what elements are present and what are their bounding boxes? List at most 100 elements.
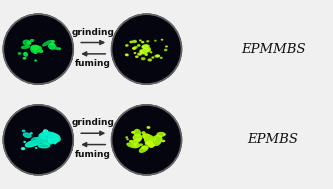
Circle shape xyxy=(143,132,145,133)
Ellipse shape xyxy=(3,14,73,84)
Text: EPMMBS: EPMMBS xyxy=(241,43,305,56)
Circle shape xyxy=(142,42,144,43)
Ellipse shape xyxy=(34,47,38,53)
Ellipse shape xyxy=(49,45,57,49)
Circle shape xyxy=(126,137,127,138)
Circle shape xyxy=(144,49,146,50)
Circle shape xyxy=(142,132,145,133)
Ellipse shape xyxy=(46,141,53,144)
Circle shape xyxy=(148,59,152,61)
Text: grinding: grinding xyxy=(72,28,115,37)
Circle shape xyxy=(55,143,56,144)
Circle shape xyxy=(22,148,25,149)
Circle shape xyxy=(161,57,162,58)
Ellipse shape xyxy=(133,135,142,140)
Ellipse shape xyxy=(146,138,156,144)
Circle shape xyxy=(157,55,159,57)
Circle shape xyxy=(51,41,54,42)
Text: EPMBS: EPMBS xyxy=(247,133,299,146)
Circle shape xyxy=(135,46,137,48)
Circle shape xyxy=(144,50,146,51)
Circle shape xyxy=(143,48,144,49)
Circle shape xyxy=(162,39,163,40)
Circle shape xyxy=(137,134,140,136)
Ellipse shape xyxy=(34,46,41,50)
Circle shape xyxy=(136,139,138,141)
Circle shape xyxy=(57,48,60,50)
Circle shape xyxy=(142,46,145,48)
Circle shape xyxy=(151,52,152,53)
Circle shape xyxy=(164,134,165,135)
Ellipse shape xyxy=(144,47,150,52)
Text: grinding: grinding xyxy=(72,118,115,127)
Circle shape xyxy=(126,54,128,55)
Circle shape xyxy=(126,45,128,46)
Circle shape xyxy=(23,58,26,59)
Ellipse shape xyxy=(49,43,55,49)
Ellipse shape xyxy=(157,132,165,136)
Ellipse shape xyxy=(140,50,147,53)
Ellipse shape xyxy=(26,140,39,147)
Circle shape xyxy=(145,49,149,51)
Ellipse shape xyxy=(34,139,40,145)
Ellipse shape xyxy=(132,143,140,147)
Circle shape xyxy=(157,143,159,144)
Ellipse shape xyxy=(37,50,43,52)
Circle shape xyxy=(130,141,133,142)
Circle shape xyxy=(163,140,165,142)
Ellipse shape xyxy=(155,141,161,146)
Text: fuming: fuming xyxy=(75,149,111,159)
Circle shape xyxy=(166,46,167,47)
Ellipse shape xyxy=(143,45,148,48)
Circle shape xyxy=(18,53,21,54)
Circle shape xyxy=(152,57,154,58)
Circle shape xyxy=(147,127,150,128)
Ellipse shape xyxy=(36,137,45,143)
Circle shape xyxy=(24,141,26,142)
Ellipse shape xyxy=(24,53,27,56)
Circle shape xyxy=(26,55,27,56)
Ellipse shape xyxy=(48,135,60,142)
Circle shape xyxy=(138,45,140,46)
Text: fuming: fuming xyxy=(75,59,111,68)
Ellipse shape xyxy=(43,41,51,46)
Ellipse shape xyxy=(38,144,50,148)
Ellipse shape xyxy=(142,146,148,149)
Ellipse shape xyxy=(39,138,51,143)
Circle shape xyxy=(145,48,149,50)
Ellipse shape xyxy=(23,133,31,137)
Ellipse shape xyxy=(145,137,150,144)
Circle shape xyxy=(138,53,141,55)
Circle shape xyxy=(31,40,34,41)
Ellipse shape xyxy=(43,130,48,135)
Circle shape xyxy=(133,40,136,43)
Circle shape xyxy=(127,55,128,56)
Circle shape xyxy=(155,40,156,41)
Ellipse shape xyxy=(127,143,137,148)
Ellipse shape xyxy=(143,134,153,141)
Ellipse shape xyxy=(134,129,140,136)
Ellipse shape xyxy=(49,139,59,143)
Circle shape xyxy=(134,145,136,146)
Circle shape xyxy=(35,60,36,61)
Circle shape xyxy=(132,132,134,133)
Ellipse shape xyxy=(39,132,55,139)
Ellipse shape xyxy=(31,138,41,143)
Circle shape xyxy=(144,50,147,51)
Circle shape xyxy=(140,40,141,41)
Ellipse shape xyxy=(112,14,181,84)
Circle shape xyxy=(27,42,31,44)
Ellipse shape xyxy=(39,132,46,141)
Circle shape xyxy=(155,55,158,57)
Circle shape xyxy=(146,45,149,47)
Ellipse shape xyxy=(153,136,162,143)
Circle shape xyxy=(30,133,32,134)
Ellipse shape xyxy=(145,136,154,142)
Circle shape xyxy=(130,41,133,43)
Ellipse shape xyxy=(46,132,60,139)
Ellipse shape xyxy=(148,141,154,147)
Ellipse shape xyxy=(3,105,73,175)
Circle shape xyxy=(142,58,145,60)
Ellipse shape xyxy=(22,46,30,48)
Ellipse shape xyxy=(31,46,37,50)
